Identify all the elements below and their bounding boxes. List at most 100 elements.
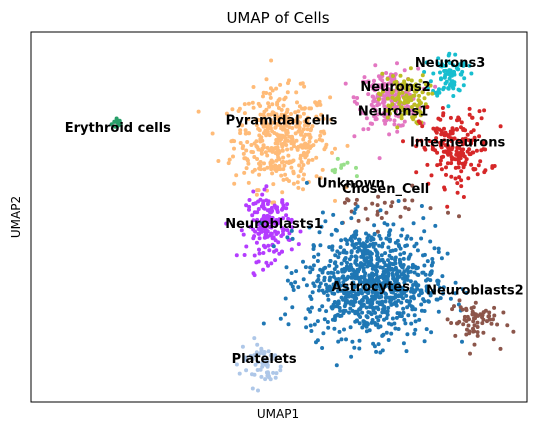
scatter-point <box>302 172 306 177</box>
scatter-point <box>393 104 398 109</box>
scatter-point <box>472 329 477 334</box>
scatter-point <box>258 167 263 172</box>
scatter-point <box>239 228 244 233</box>
scatter-point <box>327 245 332 250</box>
scatter-point <box>333 253 338 258</box>
scatter-point <box>394 315 399 320</box>
scatter-point <box>268 123 273 128</box>
scatter-point <box>445 204 450 209</box>
scatter-point <box>399 113 404 118</box>
scatter-point <box>376 294 381 299</box>
scatter-point <box>293 110 298 115</box>
scatter-point <box>318 281 323 286</box>
scatter-point <box>323 145 328 150</box>
scatter-point <box>245 140 250 144</box>
scatter-point <box>409 105 414 109</box>
scatter-point <box>345 260 349 265</box>
scatter-point <box>439 145 444 150</box>
scatter-point <box>364 231 368 236</box>
scatter-point <box>412 331 417 336</box>
scatter-point <box>461 128 466 132</box>
scatter-point <box>393 240 398 245</box>
scatter-point <box>390 262 395 266</box>
scatter-point <box>388 228 393 233</box>
scatter-point <box>247 198 252 202</box>
scatter-point <box>252 273 257 278</box>
scatter-point <box>469 130 474 135</box>
scatter-point <box>398 263 403 268</box>
scatter-point <box>362 75 367 80</box>
scatter-point <box>426 181 431 186</box>
scatter-point <box>412 313 417 318</box>
scatter-point <box>318 243 323 248</box>
scatter-point <box>326 297 331 302</box>
scatter-point <box>417 93 421 98</box>
scatter-point <box>468 351 472 356</box>
scatter-point <box>428 79 433 84</box>
scatter-point <box>310 157 315 162</box>
scatter-point <box>457 151 462 156</box>
scatter-point <box>389 204 394 209</box>
scatter-point <box>246 101 251 106</box>
scatter-point <box>471 305 476 310</box>
scatter-point <box>258 367 263 372</box>
scatter-point <box>439 256 444 261</box>
scatter-point <box>385 77 390 81</box>
scatter-point <box>259 221 264 226</box>
scatter-point <box>378 275 383 279</box>
scatter-point <box>441 291 446 296</box>
scatter-point <box>234 362 239 367</box>
scatter-point <box>344 298 349 303</box>
scatter-point <box>326 271 331 275</box>
scatter-point <box>505 323 510 328</box>
scatter-point <box>339 295 344 300</box>
scatter-point <box>339 337 344 342</box>
scatter-point <box>339 238 344 243</box>
scatter-point <box>470 115 475 120</box>
scatter-point <box>431 71 436 76</box>
scatter-point <box>275 208 280 213</box>
scatter-point <box>317 137 322 142</box>
scatter-point <box>357 240 362 245</box>
scatter-point <box>366 92 371 97</box>
scatter-point <box>386 103 391 108</box>
scatter-point <box>299 166 304 171</box>
scatter-point <box>476 163 481 168</box>
scatter-point <box>283 139 288 144</box>
scatter-point <box>439 132 444 137</box>
scatter-point <box>412 102 417 107</box>
scatter-point <box>475 320 480 325</box>
scatter-point <box>422 96 427 101</box>
scatter-point <box>363 278 368 283</box>
scatter-point <box>324 309 329 314</box>
scatter-point <box>455 190 460 195</box>
scatter-point <box>301 177 306 182</box>
scatter-point <box>402 269 407 274</box>
scatter-point <box>468 141 473 146</box>
scatter-point <box>267 104 272 109</box>
scatter-point <box>390 271 395 276</box>
scatter-point <box>461 151 466 156</box>
scatter-point <box>511 329 516 334</box>
scatter-point <box>424 278 428 283</box>
scatter-point <box>424 284 429 289</box>
scatter-point <box>295 145 300 150</box>
scatter-point <box>419 302 424 307</box>
scatter-point <box>354 174 359 179</box>
scatter-point <box>257 251 262 256</box>
scatter-point <box>475 333 480 338</box>
scatter-point <box>257 236 262 241</box>
scatter-point <box>409 289 413 294</box>
scatter-point <box>320 304 325 309</box>
scatter-point <box>448 61 452 65</box>
scatter-point <box>375 229 380 234</box>
cluster-label: Neurons1 <box>358 104 428 119</box>
scatter-point <box>389 322 394 327</box>
scatter-point <box>255 157 260 161</box>
scatter-point <box>413 307 418 312</box>
scatter-point <box>382 317 386 322</box>
scatter-point <box>286 322 291 327</box>
scatter-point <box>326 325 331 330</box>
scatter-point <box>402 198 407 203</box>
scatter-point <box>327 284 332 289</box>
